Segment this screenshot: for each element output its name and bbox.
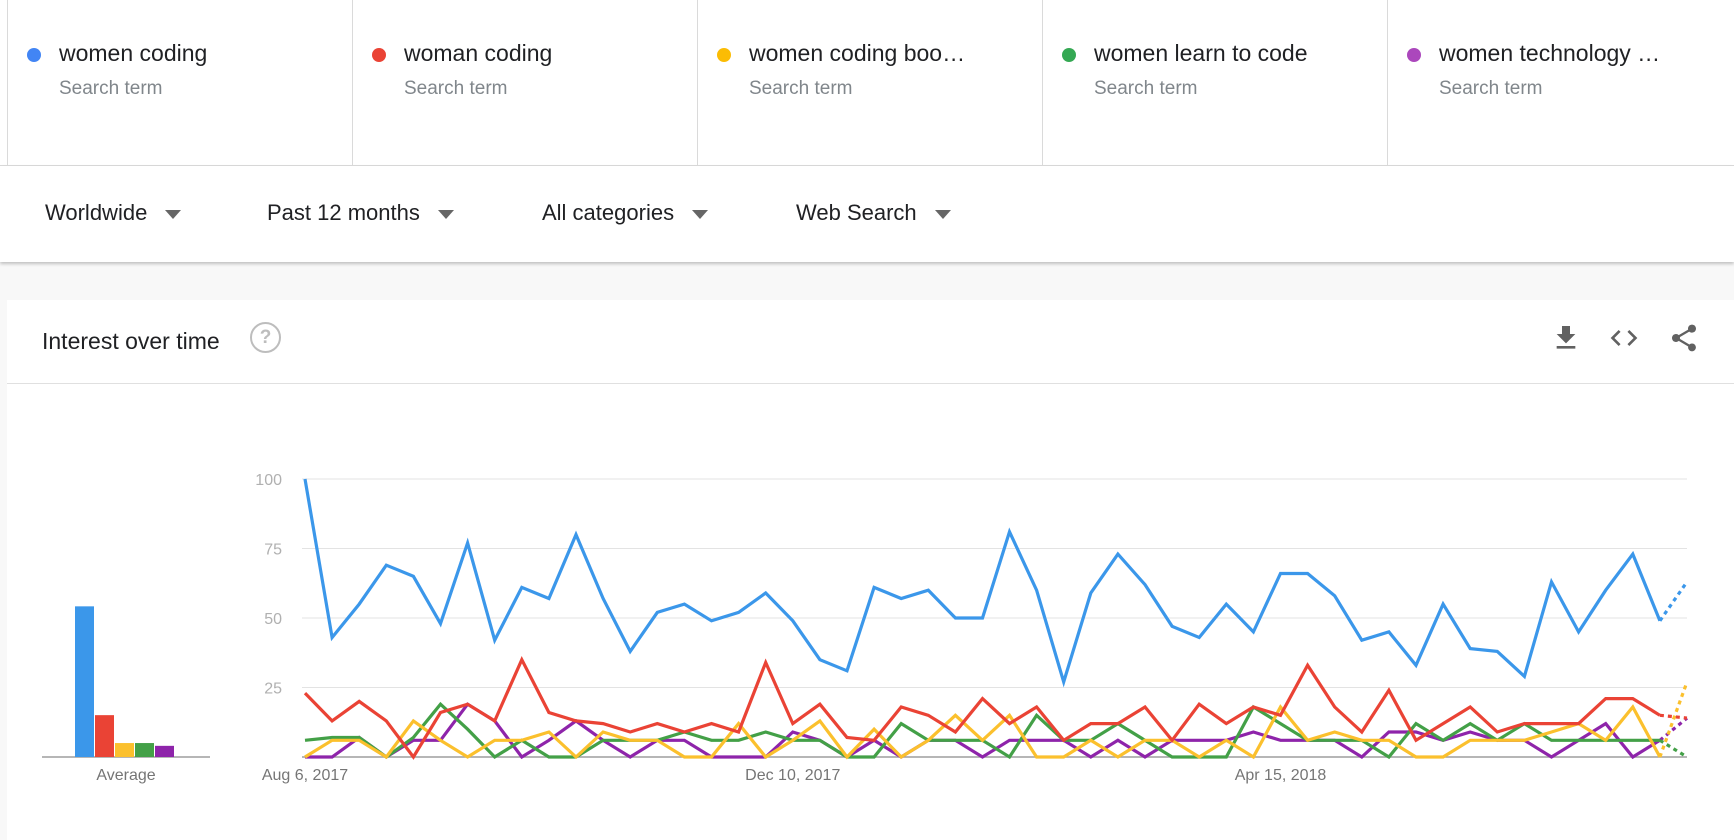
search-type-dropdown-label: Web Search [796, 200, 917, 225]
embed-code-icon[interactable] [1608, 322, 1640, 354]
search-term-name: women technology … [1439, 40, 1661, 66]
series-partial-segment-3 [1658, 681, 1689, 758]
y-tick-label: 100 [255, 472, 282, 489]
search-term-kind: Search term [1439, 78, 1543, 99]
card-header: Interest over time ? [7, 300, 1734, 384]
search-term-kind: Search term [59, 78, 163, 99]
y-tick-label: 25 [264, 681, 282, 698]
series-partial-segment-1 [1658, 580, 1689, 622]
search-terms-bar: women coding Search term woman coding Se… [0, 0, 1734, 166]
series-color-dot [1407, 48, 1421, 62]
caret-down-icon [934, 209, 951, 219]
search-term-1[interactable]: women coding Search term [7, 0, 352, 165]
search-term-name: women coding boo… [749, 40, 966, 66]
time-range-dropdown-label: Past 12 months [267, 200, 420, 225]
caret-down-icon [165, 209, 182, 219]
region-dropdown[interactable]: Worldwide [45, 200, 182, 226]
share-icon[interactable] [1668, 322, 1700, 354]
average-bar-chart: Average [42, 606, 210, 784]
series-line-1 [303, 478, 1662, 688]
series-color-dot [372, 48, 386, 62]
search-term-kind: Search term [404, 78, 508, 99]
search-term-3[interactable]: women coding boo… Search term [697, 0, 1042, 165]
region-dropdown-label: Worldwide [45, 200, 148, 225]
series-color-dot [27, 48, 41, 62]
series-partial-segment-5 [1658, 716, 1689, 742]
search-term-name: women coding [59, 40, 208, 66]
search-term-kind: Search term [1094, 78, 1198, 99]
average-bar-1 [75, 606, 94, 757]
category-dropdown[interactable]: All categories [542, 200, 709, 226]
x-tick-label: Dec 10, 2017 [745, 767, 840, 784]
average-bar-2 [95, 715, 114, 757]
interest-over-time-card: Interest over time ? Average 25 50 75 100 A… [7, 300, 1734, 840]
series-partial-segment-4 [1659, 738, 1688, 759]
search-term-4[interactable]: women learn to code Search term [1042, 0, 1387, 165]
average-bar-5 [155, 745, 174, 757]
search-term-name: women learn to code [1094, 40, 1308, 66]
help-circle-icon[interactable]: ? [250, 322, 281, 353]
series-line-2 [303, 655, 1661, 760]
x-tick-label: Apr 15, 2018 [1235, 767, 1327, 784]
y-tick-label: 50 [264, 611, 282, 628]
line-chart: 25 50 75 100 Aug 6, 2017 Dec 10, 2017 Apr 15,… [255, 472, 1689, 784]
search-type-dropdown[interactable]: Web Search [796, 200, 951, 226]
caret-down-icon [437, 209, 454, 219]
interest-over-time-chart: Average 25 50 75 100 Aug 6, 2017 Dec 10, 201… [42, 472, 1689, 784]
card-title: Interest over time [42, 328, 220, 354]
search-term-5[interactable]: women technology … Search term [1387, 0, 1732, 165]
x-tick-label: Aug 6, 2017 [262, 767, 348, 784]
series-color-dot [1062, 48, 1076, 62]
series-color-dot [717, 48, 731, 62]
download-icon[interactable] [1550, 322, 1582, 354]
average-label: Average [96, 767, 155, 784]
y-tick-label: 75 [264, 542, 282, 559]
series-line-5 [305, 702, 1661, 760]
search-term-name: woman coding [404, 40, 553, 66]
search-term-kind: Search term [749, 78, 853, 99]
average-bar-4 [135, 743, 154, 757]
search-term-2[interactable]: woman coding Search term [352, 0, 697, 165]
time-range-dropdown[interactable]: Past 12 months [267, 200, 454, 226]
filter-bar: Worldwide Past 12 months All categories … [0, 166, 1734, 262]
category-dropdown-label: All categories [542, 200, 675, 225]
series-line-3 [304, 704, 1662, 760]
caret-down-icon [692, 209, 709, 219]
average-bar-3 [115, 743, 134, 757]
